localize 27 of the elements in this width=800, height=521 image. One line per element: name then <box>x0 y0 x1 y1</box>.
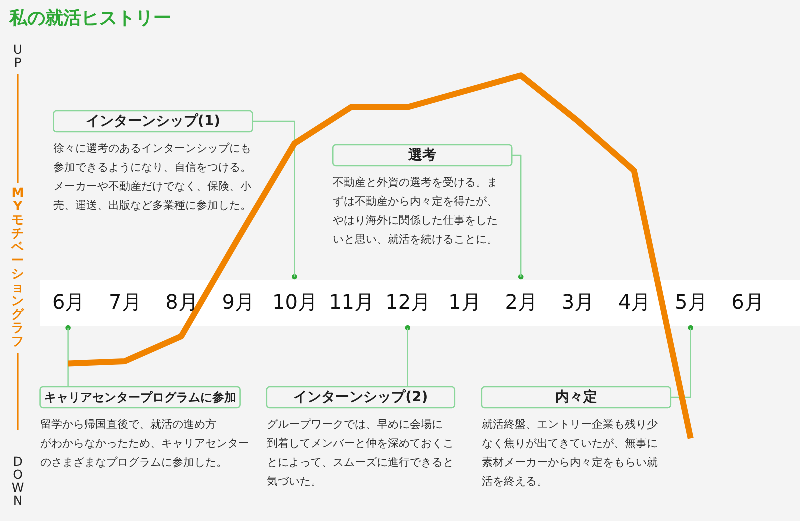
x-tick-label: 2月 <box>505 290 538 314</box>
x-tick-label: 7月 <box>109 290 142 314</box>
x-tick-label: 3月 <box>562 290 595 314</box>
chart-title: 私の就活ヒストリー <box>8 8 172 29</box>
x-tick-label: 6月 <box>732 290 764 314</box>
x-tick-label: 5月 <box>675 290 708 314</box>
x-tick-label: 4月 <box>618 290 652 314</box>
text: MYモチベーショングラフ <box>12 185 24 348</box>
x-tick-label: 12月 <box>386 290 432 314</box>
x-tick-label: 9月 <box>222 290 255 314</box>
x-tick-label: 6月 <box>52 290 86 314</box>
annotation: 留学から帰国直後で、就活の進め方がわからなかったため、キャリアセンターのさまざまなプログラムに参加した。 <box>40 418 250 470</box>
annotation: グループワークでは、早めに会場に到着してメンバーと仲を深めておくことによって、スムーズに進行できると気づいた。 <box>266 418 454 488</box>
annotation: 不動産と外資の選考を受ける。まずは不動産から内々定を得たが、やはり海外に関係した仕事をしたいと思い、就活を続けることに。 <box>333 176 498 246</box>
annotation: 就活終盤、エントリー企業も残り少なく焦りが出てきていたが、無事に素材メーカーから内々定をもらい就活を終える。 <box>482 418 658 488</box>
annotation: 選考 <box>408 148 437 164</box>
x-tick-label: 11月 <box>329 290 375 314</box>
annotation: 内々定 <box>555 388 598 406</box>
text: DOWN <box>12 454 24 508</box>
x-tick-label: 8月 <box>166 290 198 314</box>
annotation: インターンシップ(2) <box>294 388 428 406</box>
text: UP <box>13 42 23 70</box>
annotation: インターンシップ(1) <box>86 112 220 130</box>
annotation: 徐々に選考のあるインターンシップにも参加できるようになり、自信をつける。メーカーや不動産だけでなく、保険、小売、運送、出版など多業種に参加した。 <box>54 142 252 212</box>
annotation: キャリアセンタープログラムに参加 <box>44 390 236 405</box>
x-tick-label: 10月 <box>272 290 318 314</box>
x-tick-label: 1月 <box>448 290 482 314</box>
